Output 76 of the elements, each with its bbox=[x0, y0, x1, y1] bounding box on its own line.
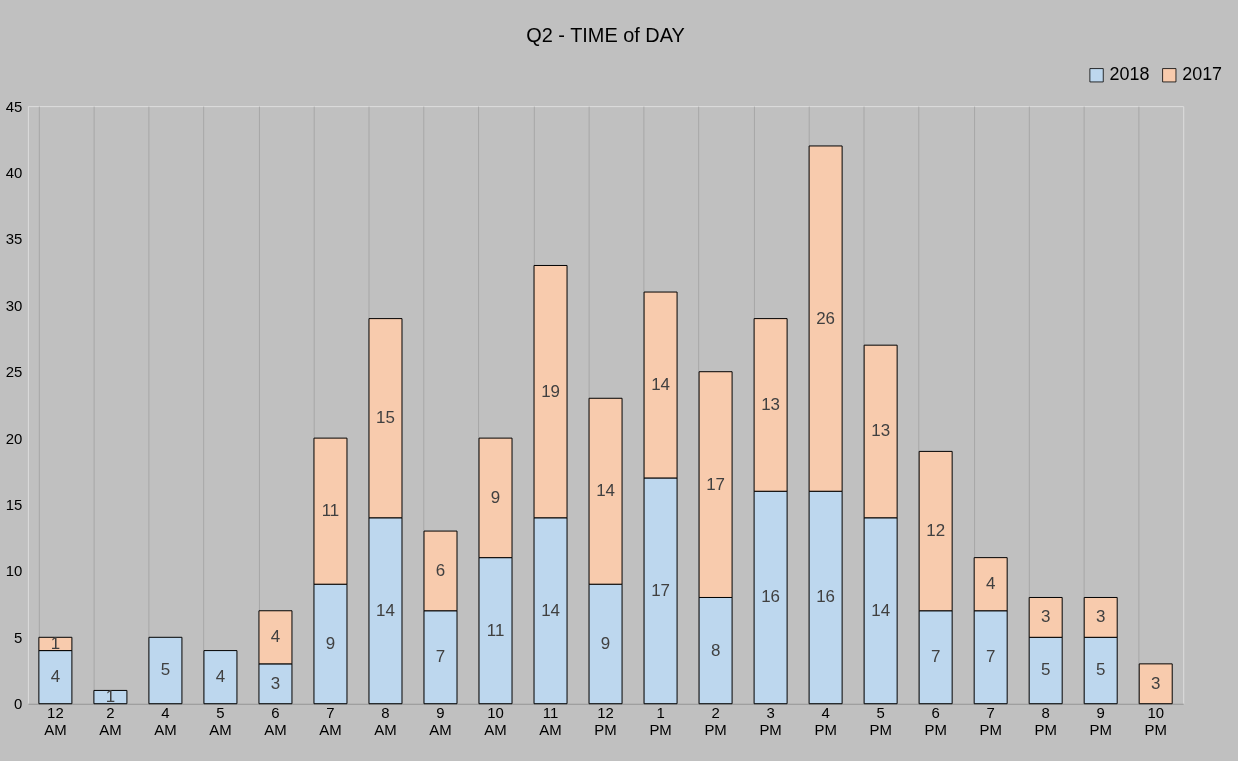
data-label: 12 bbox=[926, 521, 946, 541]
chart-title: Q2 - TIME of DAY bbox=[526, 24, 685, 47]
x-tick-label: 5 AM bbox=[209, 704, 232, 739]
x-tick-label: 8 PM bbox=[1034, 704, 1057, 739]
data-label: 7 bbox=[930, 647, 941, 667]
data-label: 11 bbox=[321, 501, 340, 521]
data-label: 17 bbox=[706, 474, 725, 494]
data-label: 16 bbox=[816, 587, 836, 607]
data-label: 4 bbox=[50, 667, 61, 687]
data-label: 9 bbox=[325, 633, 336, 653]
data-label: 4 bbox=[215, 667, 226, 687]
x-tick-label: 11 AM bbox=[539, 704, 562, 739]
data-label: 9 bbox=[600, 633, 611, 653]
x-tick-label: 3 PM bbox=[759, 704, 782, 739]
legend-label: 2018 bbox=[1109, 64, 1150, 85]
x-tick-label: 10 PM bbox=[1144, 704, 1167, 739]
y-tick-label: 10 bbox=[5, 562, 23, 580]
y-tick-label: 15 bbox=[5, 495, 23, 513]
bar bbox=[203, 650, 238, 705]
x-tick-label: 1 PM bbox=[649, 704, 672, 739]
y-tick-label: 5 bbox=[14, 628, 23, 646]
x-tick-label: 8 AM bbox=[374, 704, 397, 739]
x-tick-label: 9 AM bbox=[429, 704, 452, 739]
data-label: 14 bbox=[651, 374, 670, 394]
x-tick-label: 7 AM bbox=[319, 704, 342, 739]
x-tick-label: 6 AM bbox=[264, 704, 287, 739]
data-label: 17 bbox=[651, 580, 670, 600]
data-label: 3 bbox=[1095, 607, 1106, 627]
data-label: 4 bbox=[270, 627, 281, 647]
x-tick-label: 2 PM bbox=[704, 704, 727, 739]
y-tick-label: 25 bbox=[5, 363, 23, 381]
x-tick-label: 9 PM bbox=[1089, 704, 1112, 739]
data-label: 14 bbox=[596, 481, 615, 501]
x-tick-label: 2 AM bbox=[99, 704, 122, 739]
data-label: 16 bbox=[761, 587, 781, 607]
y-tick-label: 40 bbox=[5, 164, 23, 181]
data-label: 26 bbox=[816, 308, 836, 328]
x-tick-label: 10 AM bbox=[484, 704, 507, 739]
data-label: 5 bbox=[160, 660, 171, 680]
y-tick-label: 30 bbox=[5, 296, 23, 314]
data-label: 1 bbox=[105, 687, 116, 707]
data-label: 6 bbox=[435, 560, 446, 580]
bar bbox=[148, 636, 183, 705]
x-tick-label: 7 PM bbox=[979, 704, 1002, 739]
data-label: 15 bbox=[376, 408, 395, 428]
bar bbox=[93, 689, 128, 705]
data-label: 13 bbox=[761, 394, 781, 414]
x-tick-label: 4 PM bbox=[814, 704, 837, 739]
data-label: 3 bbox=[1151, 673, 1161, 693]
bar bbox=[1138, 663, 1173, 705]
y-tick-label: 0 bbox=[14, 695, 23, 713]
x-tick-label: 12 PM bbox=[594, 704, 617, 739]
data-label: 19 bbox=[541, 381, 560, 401]
y-tick-label: 45 bbox=[5, 97, 23, 115]
data-label: 14 bbox=[541, 600, 560, 620]
data-label: 7 bbox=[435, 647, 446, 667]
data-label: 14 bbox=[871, 600, 891, 620]
data-label: 5 bbox=[1040, 660, 1051, 680]
data-label: 9 bbox=[490, 487, 501, 507]
data-label: 3 bbox=[1040, 607, 1051, 627]
y-tick-label: 20 bbox=[5, 429, 23, 447]
data-label: 14 bbox=[376, 600, 395, 620]
y-tick-label: 35 bbox=[5, 230, 23, 248]
legend-label: 2017 bbox=[1182, 64, 1223, 85]
x-tick-label: 5 PM bbox=[869, 704, 892, 739]
x-tick-label: 12 AM bbox=[44, 704, 67, 739]
data-label: 1 bbox=[50, 633, 61, 653]
data-label: 4 bbox=[985, 574, 996, 594]
data-label: 11 bbox=[486, 620, 505, 640]
data-label: 3 bbox=[270, 673, 281, 693]
data-label: 7 bbox=[985, 647, 996, 667]
x-tick-label: 4 AM bbox=[154, 704, 177, 739]
data-label: 5 bbox=[1095, 660, 1106, 680]
data-label: 13 bbox=[871, 421, 891, 441]
data-label: 8 bbox=[710, 640, 721, 660]
x-tick-label: 6 PM bbox=[924, 704, 947, 739]
